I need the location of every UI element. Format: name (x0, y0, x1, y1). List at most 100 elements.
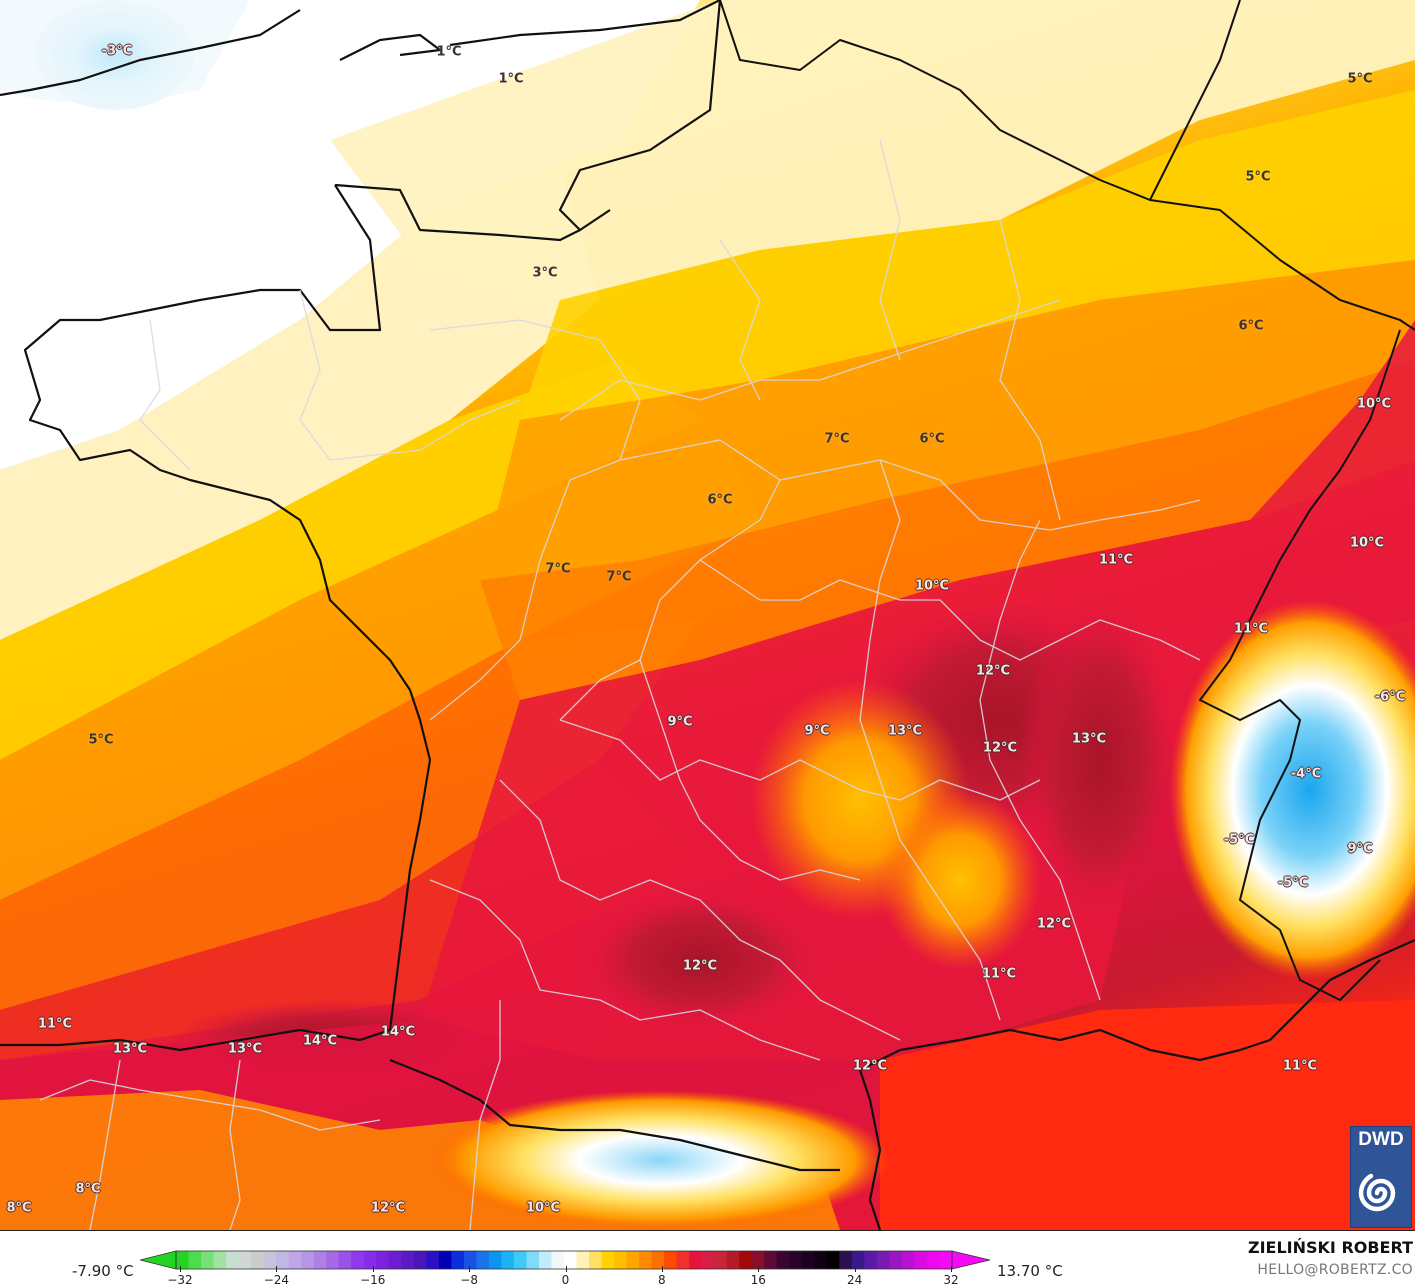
colorbar-tick-label: −8 (460, 1273, 478, 1287)
colorbar-tick-mark (661, 1266, 663, 1272)
colorbar-cell (501, 1251, 515, 1269)
colorbar-min-label: -7.90 °C (72, 1262, 134, 1280)
author-email: HELLO@ROBERTZ.CO (1257, 1262, 1413, 1278)
colorbar-tick-label: 32 (943, 1273, 959, 1287)
colorbar-cell (326, 1251, 340, 1269)
colorbar (140, 1250, 990, 1270)
temperature-label: 6°C (919, 431, 945, 447)
temperature-label: 11°C (1282, 1058, 1318, 1074)
temperature-label: 11°C (1098, 552, 1134, 568)
colorbar-tick-label: 16 (750, 1273, 766, 1287)
colorbar-cell (526, 1251, 540, 1269)
temperature-label: 5°C (1347, 71, 1373, 87)
colorbar-cell (188, 1251, 202, 1269)
colorbar-cell (764, 1251, 778, 1269)
colorbar-cell (901, 1251, 916, 1269)
temperature-label: 12°C (975, 663, 1011, 679)
dwd-logo-text: DWD (1358, 1129, 1404, 1150)
colorbar-cell (701, 1251, 715, 1269)
colorbar-tick-label: 8 (658, 1273, 666, 1287)
temperature-label: 9°C (1347, 841, 1373, 857)
colorbar-cell (839, 1251, 853, 1269)
temperature-label: 9°C (804, 723, 830, 739)
temperature-label: 13°C (1071, 731, 1107, 747)
temperature-label: 14°C (380, 1024, 416, 1040)
colorbar-tick-mark (180, 1266, 181, 1272)
temperature-label: 10°C (525, 1200, 561, 1216)
temperature-label: 13°C (112, 1041, 148, 1057)
colorbar-cell (626, 1251, 640, 1269)
temperature-label: 11°C (1233, 621, 1269, 637)
temperature-label: 12°C (982, 740, 1018, 756)
temperature-label: 12°C (852, 1058, 888, 1074)
colorbar-cell (251, 1251, 265, 1269)
colorbar-cell (689, 1251, 703, 1269)
temperature-label: 13°C (887, 723, 923, 739)
colorbar-cell (201, 1251, 215, 1269)
colorbar-cell (739, 1251, 753, 1269)
temperature-label: 10°C (914, 578, 950, 594)
colorbar-cell (426, 1251, 440, 1269)
colorbar-cell (776, 1251, 790, 1269)
colorbar-cell (851, 1251, 865, 1269)
colorbar-cell (826, 1251, 840, 1269)
colorbar-tick-mark (565, 1266, 567, 1272)
colorbar-cell (926, 1251, 941, 1269)
colorbar-tick-label: 24 (846, 1273, 863, 1287)
colorbar-tick-mark (951, 1266, 952, 1272)
colorbar-cell (313, 1251, 327, 1269)
colorbar-cell (513, 1251, 528, 1269)
colorbar-min-extend (140, 1250, 177, 1270)
colorbar-cell (376, 1251, 390, 1269)
colorbar-max-label: 13.70 °C (997, 1262, 1063, 1280)
temperature-label: -4°C (1290, 766, 1322, 782)
temperature-label: 5°C (88, 732, 114, 748)
colorbar-tick-mark (469, 1266, 471, 1272)
temperature-label: 10°C (1356, 396, 1392, 412)
temperature-field (0, 0, 1415, 1230)
temperature-label: 3°C (532, 265, 558, 281)
temperature-label: 10°C (1349, 535, 1385, 551)
temperature-label: 9°C (667, 714, 693, 730)
colorbar-cell (213, 1251, 227, 1269)
colorbar-tick-mark (372, 1266, 374, 1272)
colorbar-cell (476, 1251, 490, 1269)
temperature-label: 5°C (1245, 169, 1271, 185)
colorbar-cell (726, 1251, 740, 1269)
colorbar-cell (601, 1251, 615, 1269)
colorbar-cell (814, 1251, 828, 1269)
temperature-label: 12°C (1036, 916, 1072, 932)
colorbar-cell (751, 1251, 765, 1269)
colorbar-tick-label: −24 (263, 1273, 290, 1287)
colorbar-cell (551, 1251, 565, 1269)
colorbar-cell (363, 1251, 377, 1269)
temperature-label: 12°C (682, 958, 718, 974)
colorbar-cell (576, 1251, 590, 1269)
colorbar-cell (614, 1251, 628, 1269)
colorbar-tick-label: −16 (360, 1273, 386, 1287)
colorbar-cell (288, 1251, 302, 1269)
colorbar-cell (338, 1251, 352, 1269)
colorbar-tick-mark (854, 1266, 856, 1272)
colorbar-tick-mark (276, 1266, 278, 1272)
temperature-label: 14°C (302, 1033, 338, 1049)
colorbar-cell (401, 1251, 415, 1269)
colorbar-max-extend (951, 1250, 990, 1270)
temperature-map: -3°C 1°C 1°C 5°C 5°C 3°C 6°C 10°C 7°C 6°C 6°C 10°C 7… (0, 0, 1415, 1230)
colorbar-cell (801, 1251, 815, 1269)
colorbar-cell (263, 1251, 277, 1269)
colorbar-cell (676, 1251, 690, 1269)
temperature-label: 7°C (606, 569, 632, 585)
temperature-label: 7°C (824, 431, 850, 447)
colorbar-tick-mark (758, 1266, 760, 1272)
colorbar-cell (438, 1251, 452, 1269)
colorbar-cell (276, 1251, 290, 1269)
temperature-label: 1°C (436, 44, 462, 60)
temperature-label: 6°C (1238, 318, 1264, 334)
temperature-label: 6°C (707, 492, 733, 508)
colorbar-cell (463, 1251, 477, 1269)
temperature-label: 1°C (498, 71, 524, 87)
colorbar-cell (351, 1251, 365, 1269)
colorbar-cell (639, 1251, 653, 1269)
colorbar-tick-label: 0 (561, 1273, 570, 1287)
